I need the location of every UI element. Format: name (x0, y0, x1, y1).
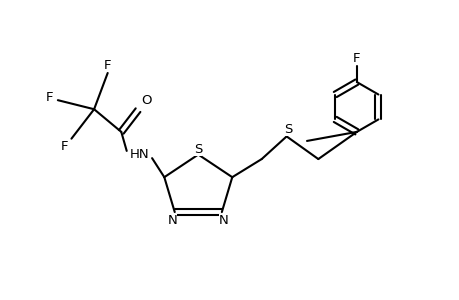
Text: S: S (194, 143, 202, 157)
Text: F: F (104, 59, 111, 72)
Text: F: F (46, 92, 53, 104)
Text: F: F (61, 140, 68, 153)
Text: HN: HN (129, 148, 149, 161)
Text: N: N (219, 214, 229, 227)
Text: N: N (167, 214, 177, 227)
Text: S: S (283, 123, 291, 136)
Text: F: F (353, 52, 360, 65)
Text: O: O (140, 94, 151, 107)
